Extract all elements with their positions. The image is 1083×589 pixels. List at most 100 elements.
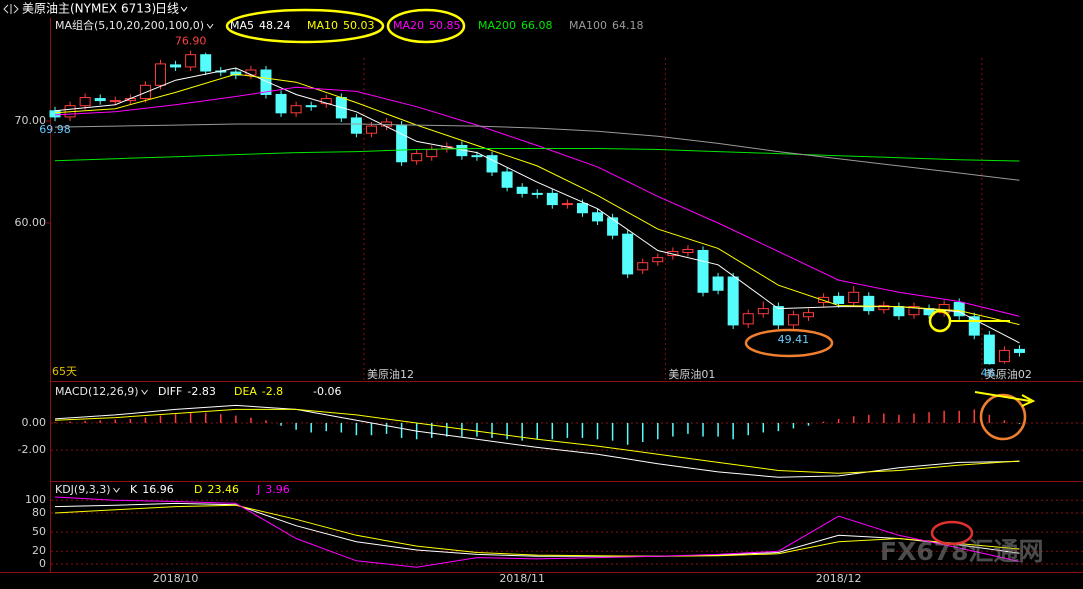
panel-title: MA组合(5,10,20,200,100,0) — [55, 18, 204, 32]
legend-value: 23.46 — [207, 483, 239, 496]
candle-body — [953, 301, 965, 317]
y-tick-label: 80 — [32, 506, 46, 519]
legend-entry: MA100 64.18 — [569, 19, 644, 32]
candle-body — [697, 249, 709, 293]
series-line — [54, 148, 1020, 162]
legend-entry: K 16.96 — [130, 483, 174, 496]
candle-body — [49, 110, 61, 118]
legend-entry: DIFF -2.83 — [158, 385, 216, 398]
legend-value: -2.8 — [262, 385, 283, 398]
legend-value: 48.24 — [259, 19, 291, 32]
series-line — [54, 73, 1020, 326]
candle-body — [94, 98, 106, 102]
legend-name: DIFF — [158, 385, 182, 398]
dropdown-caret[interactable] — [206, 23, 214, 29]
legend-name: MA10 — [307, 19, 338, 32]
legend-value: 50.03 — [343, 19, 375, 32]
candle-body — [260, 69, 272, 95]
candle-body — [501, 171, 513, 188]
period-selector[interactable]: 日线 — [155, 2, 179, 16]
candle-body — [1013, 348, 1025, 353]
contract-label: 美原油12 — [367, 367, 414, 381]
candle-body — [592, 212, 604, 222]
candle-body — [546, 192, 558, 206]
candle-body — [667, 251, 679, 257]
legend-value: -2.83 — [187, 385, 215, 398]
candle-body — [561, 203, 573, 206]
x-tick-label: 2018/11 — [499, 572, 545, 585]
candle-body — [863, 295, 875, 312]
watermark: FX678汇通网 — [880, 537, 1044, 566]
candle-body — [411, 153, 423, 162]
candle-body — [742, 313, 754, 325]
legend-entry: MA200 66.08 — [478, 19, 553, 32]
candle-body — [109, 100, 121, 103]
legend-value: 50.85 — [429, 19, 461, 32]
price-label: 46. — [981, 367, 999, 380]
candle-body — [350, 117, 362, 134]
candle-body — [998, 349, 1010, 363]
macd-value: -0.06 — [313, 385, 341, 398]
candle-body — [185, 54, 197, 68]
legend-value: 66.08 — [521, 19, 553, 32]
candle-body — [983, 334, 995, 365]
price-label: 69.98 — [39, 123, 71, 136]
candle-body — [652, 257, 664, 263]
dropdown-caret[interactable] — [141, 389, 148, 395]
legend-name: DEA — [234, 385, 257, 398]
symbol-title[interactable]: 美原油主(NYMEX 6713) — [22, 2, 156, 16]
candle-body — [682, 248, 694, 254]
candle-body — [968, 316, 980, 336]
x-tick-label: 2018/12 — [816, 572, 862, 585]
legend-value: 16.96 — [142, 483, 174, 496]
candle-body — [938, 304, 950, 314]
candle-body — [787, 314, 799, 326]
candle-body — [893, 306, 905, 317]
series-line — [54, 504, 1020, 557]
series-line — [54, 123, 1020, 181]
y-tick-label: 60.00 — [15, 216, 47, 229]
legend-name: K — [130, 483, 138, 496]
candle-body — [848, 291, 860, 303]
series-line — [54, 404, 1020, 478]
candle-body — [878, 305, 890, 311]
dropdown-caret[interactable] — [113, 487, 120, 493]
legend-name: MA100 — [569, 19, 607, 32]
legend-entry: DEA -2.8 — [234, 385, 283, 398]
legend-name: MA20 — [393, 19, 424, 32]
candle-body — [305, 105, 317, 108]
x-tick-label: 2018/10 — [153, 572, 199, 585]
candle-body — [637, 262, 649, 271]
y-tick-label: 70.00 — [15, 114, 47, 127]
price-label: 49.41 — [778, 333, 810, 346]
series-line — [54, 408, 1020, 474]
price-label: 76.90 — [175, 35, 207, 48]
candle-body — [290, 105, 302, 114]
contract-label: 美原油01 — [668, 367, 715, 381]
candle-body — [712, 276, 724, 291]
candle-body — [200, 54, 212, 72]
legend-value: 64.18 — [612, 19, 644, 32]
candle-body — [607, 217, 619, 236]
y-tick-label: 50 — [32, 525, 46, 538]
candle-body — [531, 192, 543, 195]
candle-body — [772, 306, 784, 326]
legend-name: J — [256, 483, 260, 496]
candle-body — [727, 276, 739, 326]
candle-body — [365, 125, 377, 134]
dropdown-caret[interactable] — [180, 6, 188, 12]
contract-label: 美原油02 — [985, 367, 1032, 381]
legend-entry: MA5 48.24 — [230, 19, 291, 32]
y-tick-label: 20 — [32, 544, 46, 557]
candle-body — [396, 124, 408, 163]
y-tick-label: 0 — [39, 557, 46, 570]
legend-entry: J 3.96 — [256, 483, 290, 496]
legend-name: MA5 — [230, 19, 254, 32]
panel-title: KDJ(9,3,3) — [55, 483, 111, 496]
y-tick-label: 0.00 — [22, 416, 47, 429]
series-line — [54, 496, 1020, 568]
y-tick-label: 100 — [25, 493, 46, 506]
